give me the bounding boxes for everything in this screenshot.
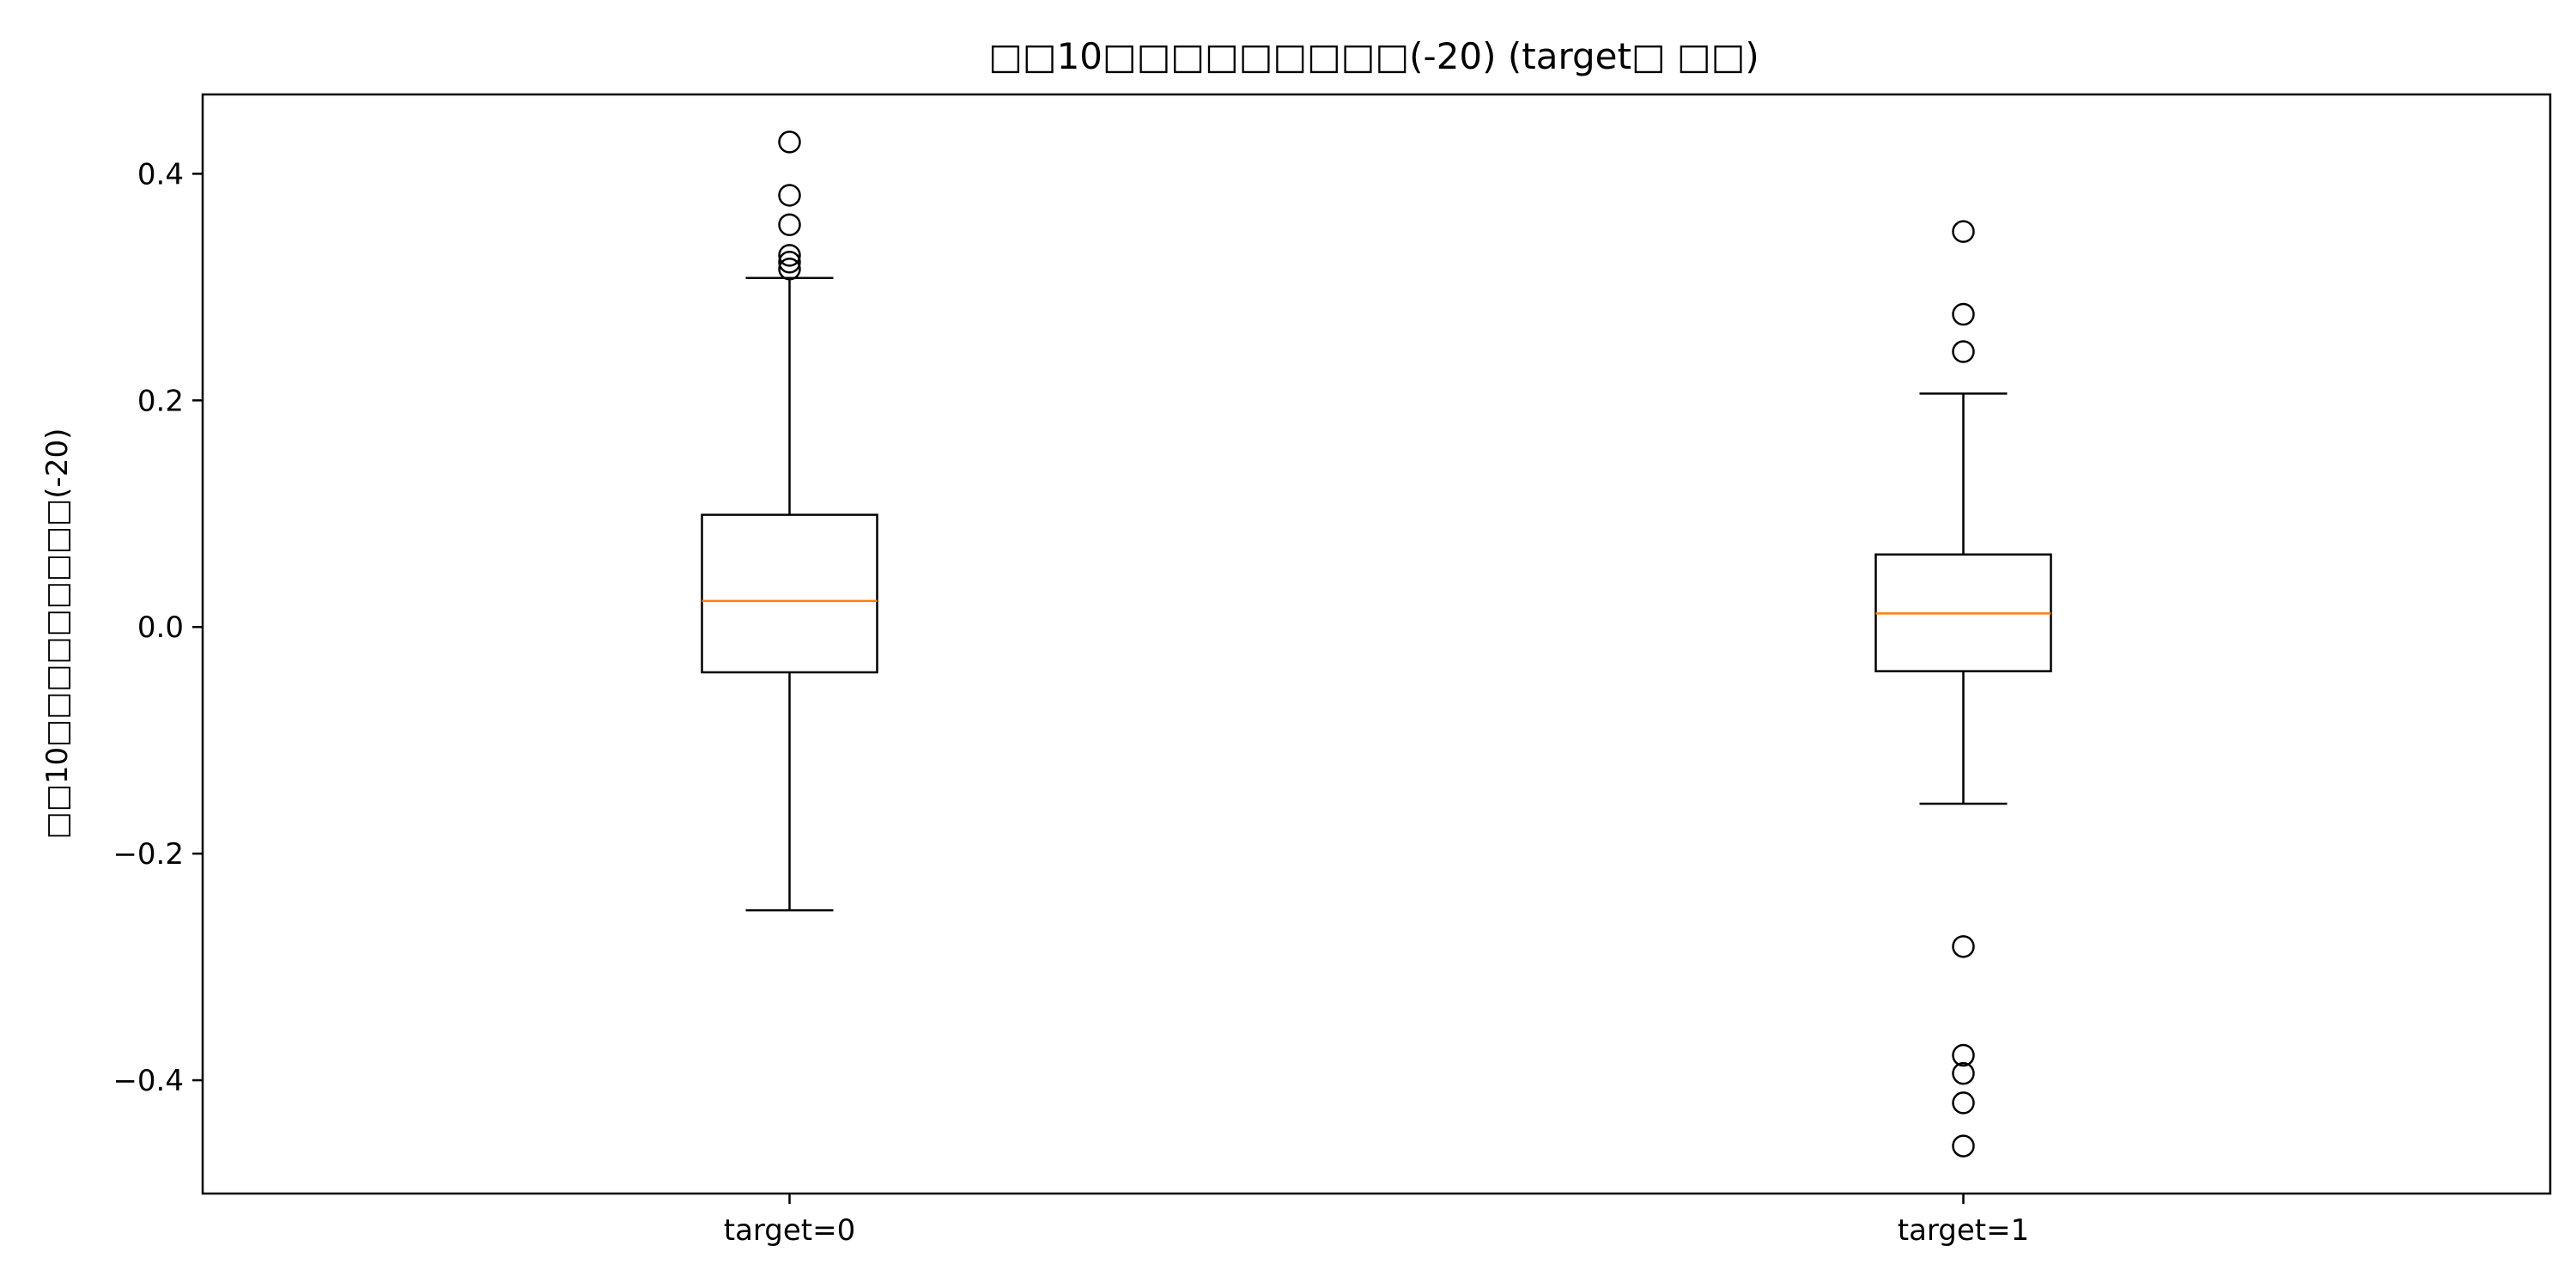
y-tick-label: 0.2 — [137, 384, 184, 418]
box-group-target-1 — [1874, 220, 2052, 1157]
iqr-box — [701, 513, 878, 674]
outlier-point — [778, 257, 801, 281]
outlier-point — [778, 184, 801, 207]
outlier-point — [1952, 935, 1975, 958]
outlier-point — [1952, 1134, 1975, 1157]
y-axis-label: □□10□□□□□□□□□(-20) — [40, 428, 75, 840]
x-tick-label: target=1 — [1898, 1213, 2030, 1248]
outlier-point — [1952, 302, 1975, 326]
outlier-point — [1952, 220, 1975, 243]
chart-title: □□10□□□□□□□□□(-20) (target□ □□) — [988, 35, 1759, 77]
y-tick-label: 0.0 — [137, 611, 184, 645]
y-tick-label: −0.4 — [112, 1064, 184, 1098]
outlier-point — [1952, 1091, 1975, 1115]
plot-frame — [201, 93, 2552, 1195]
plot-area — [701, 131, 2052, 1157]
outlier-point — [778, 131, 801, 154]
outlier-point — [778, 251, 801, 274]
box-group-target-0 — [701, 131, 878, 912]
outlier-point — [778, 213, 801, 237]
outlier-point — [778, 244, 801, 267]
outlier-point — [1952, 1043, 1975, 1067]
outlier-point — [1952, 1061, 1975, 1085]
y-tick-label: −0.2 — [112, 837, 184, 872]
outlier-point — [1952, 340, 1975, 363]
y-tick-label: 0.4 — [137, 157, 184, 191]
x-tick-label: target=0 — [724, 1213, 856, 1248]
